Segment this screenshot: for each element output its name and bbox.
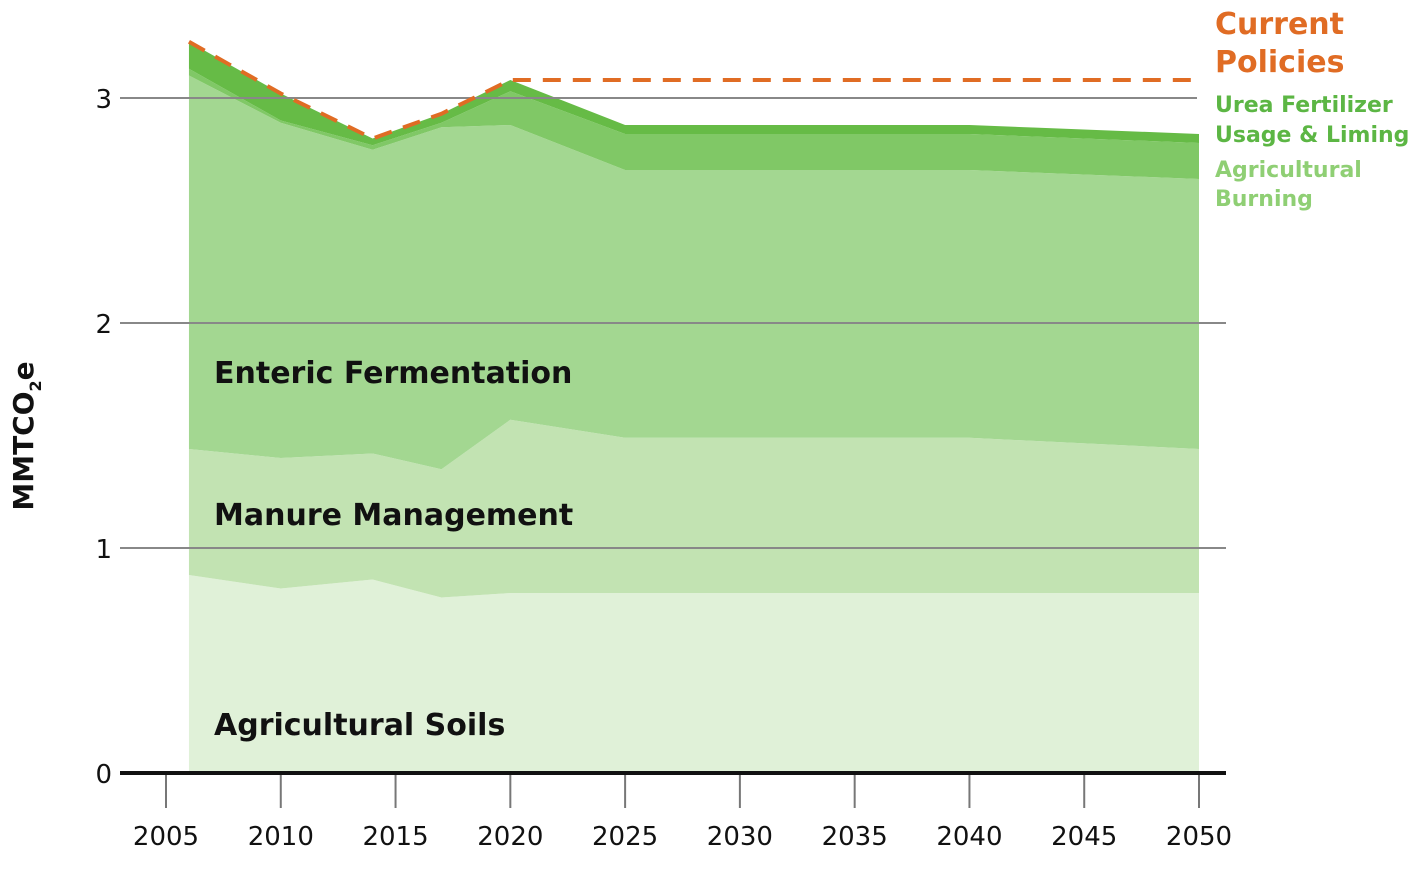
legend-urea-line2: Usage & Liming	[1215, 123, 1409, 148]
x-tick-label-2045: 2045	[1051, 822, 1117, 852]
current-policies-line	[187, 40, 1199, 141]
legend: Current Policies Urea Fertilizer Usage &…	[1215, 7, 1409, 212]
legend-current-policies-line2: Policies	[1215, 45, 1344, 80]
y-axis-label-main: MMTCO	[7, 391, 40, 510]
area-urea-fertilizer-usage-liming	[188, 41, 1199, 146]
gridlines	[120, 97, 1226, 549]
x-tick-label-2050: 2050	[1166, 822, 1232, 852]
area-agricultural-soils	[188, 575, 1199, 773]
x-tick-label-2005: 2005	[133, 822, 199, 852]
y-tick-label-0: 0	[95, 760, 112, 790]
y-axis-label-suffix: e	[7, 361, 40, 380]
x-tick-label-2010: 2010	[248, 822, 314, 852]
y-axis-label-sub: 2	[26, 380, 45, 391]
label-enteric-fermentation: Enteric Fermentation	[214, 356, 572, 391]
area-layers	[188, 41, 1199, 773]
label-agricultural-soils: Agricultural Soils	[214, 708, 505, 743]
area-agricultural-burning	[188, 68, 1199, 179]
area-enteric-fermentation	[188, 75, 1199, 470]
y-tick-label-2: 2	[95, 310, 112, 340]
legend-urea-line1: Urea Fertilizer	[1215, 93, 1393, 118]
y-tick-label-1: 1	[95, 535, 112, 565]
label-manure-management: Manure Management	[214, 498, 573, 533]
x-tick-label-2020: 2020	[477, 822, 543, 852]
x-tick-label-2015: 2015	[362, 822, 428, 852]
x-tick-label-2025: 2025	[592, 822, 658, 852]
x-tick-label-2040: 2040	[936, 822, 1002, 852]
legend-burning-line1: Agricultural	[1215, 158, 1362, 183]
current-policies-dashed-line	[187, 40, 1199, 141]
x-tick-label-2035: 2035	[822, 822, 888, 852]
axes: 0 1 2 3 2005 2010 2015 2020 2025 2030 2035 2040 2045…	[95, 85, 1232, 852]
x-tick-label-2030: 2030	[707, 822, 773, 852]
y-tick-label-3: 3	[95, 85, 112, 115]
area-manure-management	[188, 419, 1199, 598]
y-axis-label: MMTCO2e	[7, 361, 45, 510]
legend-burning-line2: Burning	[1215, 187, 1313, 212]
legend-current-policies-line1: Current	[1215, 7, 1344, 42]
